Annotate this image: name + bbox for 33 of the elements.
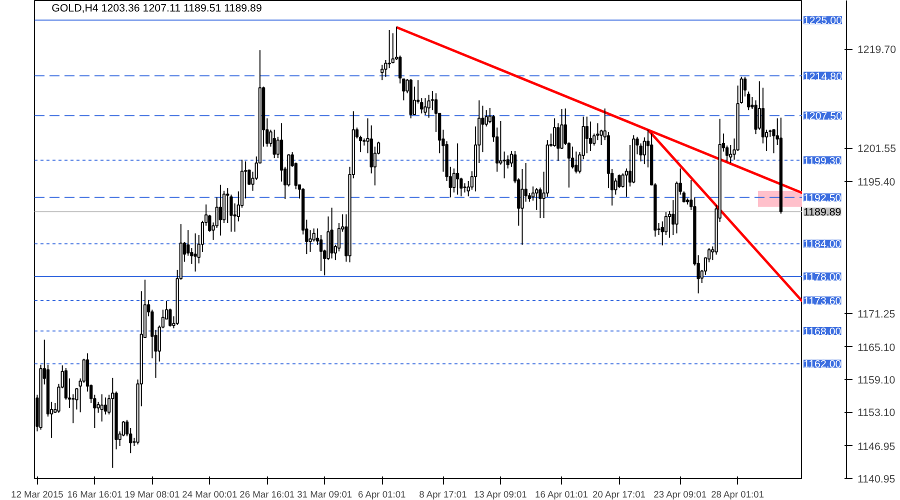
y-tick-label: 1140.95 — [858, 474, 896, 486]
y-tick-label: 1201.55 — [858, 143, 896, 156]
x-tick-label: 26 Mar 16:01 — [240, 490, 295, 500]
chart-title: GOLD,H4 1203.36 1207.11 1189.51 1189.89 — [52, 2, 262, 14]
x-tick-label: 24 Mar 00:01 — [182, 490, 238, 500]
ref-line-label: 1192.50 — [804, 192, 842, 204]
x-tick-label: 6 Apr 01:01 — [358, 490, 406, 500]
x-tick-label: 19 Mar 08:01 — [124, 490, 180, 500]
y-tick-label: 1195.40 — [858, 176, 896, 189]
ref-line-label: 1189.89 — [804, 206, 842, 219]
y-tick-label: 1153.10 — [858, 407, 896, 420]
ref-line-label: 1199.30 — [804, 155, 842, 168]
x-tick-label: 20 Apr 17:01 — [592, 490, 646, 500]
x-tick-label: 28 Apr 01:01 — [711, 490, 764, 500]
x-tick-label: 8 Apr 17:01 — [419, 490, 467, 500]
ref-line-label: 1207.50 — [804, 110, 842, 123]
ref-line-label: 1162.00 — [804, 358, 842, 371]
y-tick-label: 1165.10 — [858, 342, 896, 354]
x-tick-label: 23 Apr 09:01 — [654, 490, 707, 500]
y-tick-label: 1146.95 — [858, 440, 896, 453]
ref-line-label: 1214.80 — [804, 70, 842, 83]
x-tick-label: 16 Mar 16:01 — [67, 490, 122, 500]
x-tick-label: 12 Mar 2015 — [11, 490, 64, 500]
ref-line-label: 1168.00 — [804, 326, 842, 338]
y-tick-label: 1159.10 — [858, 374, 896, 387]
x-tick-label: 13 Apr 09:01 — [474, 490, 527, 500]
y-tick-label: 1171.25 — [858, 308, 896, 320]
x-tick-label: 31 Mar 09:01 — [297, 490, 352, 500]
y-tick-label: 1219.70 — [858, 44, 896, 56]
ref-line-label: 1173.60 — [804, 295, 842, 308]
ref-line-label: 1184.00 — [804, 238, 842, 251]
x-tick-label: 16 Apr 01:01 — [535, 490, 588, 500]
ref-line-label: 1178.00 — [804, 271, 842, 284]
